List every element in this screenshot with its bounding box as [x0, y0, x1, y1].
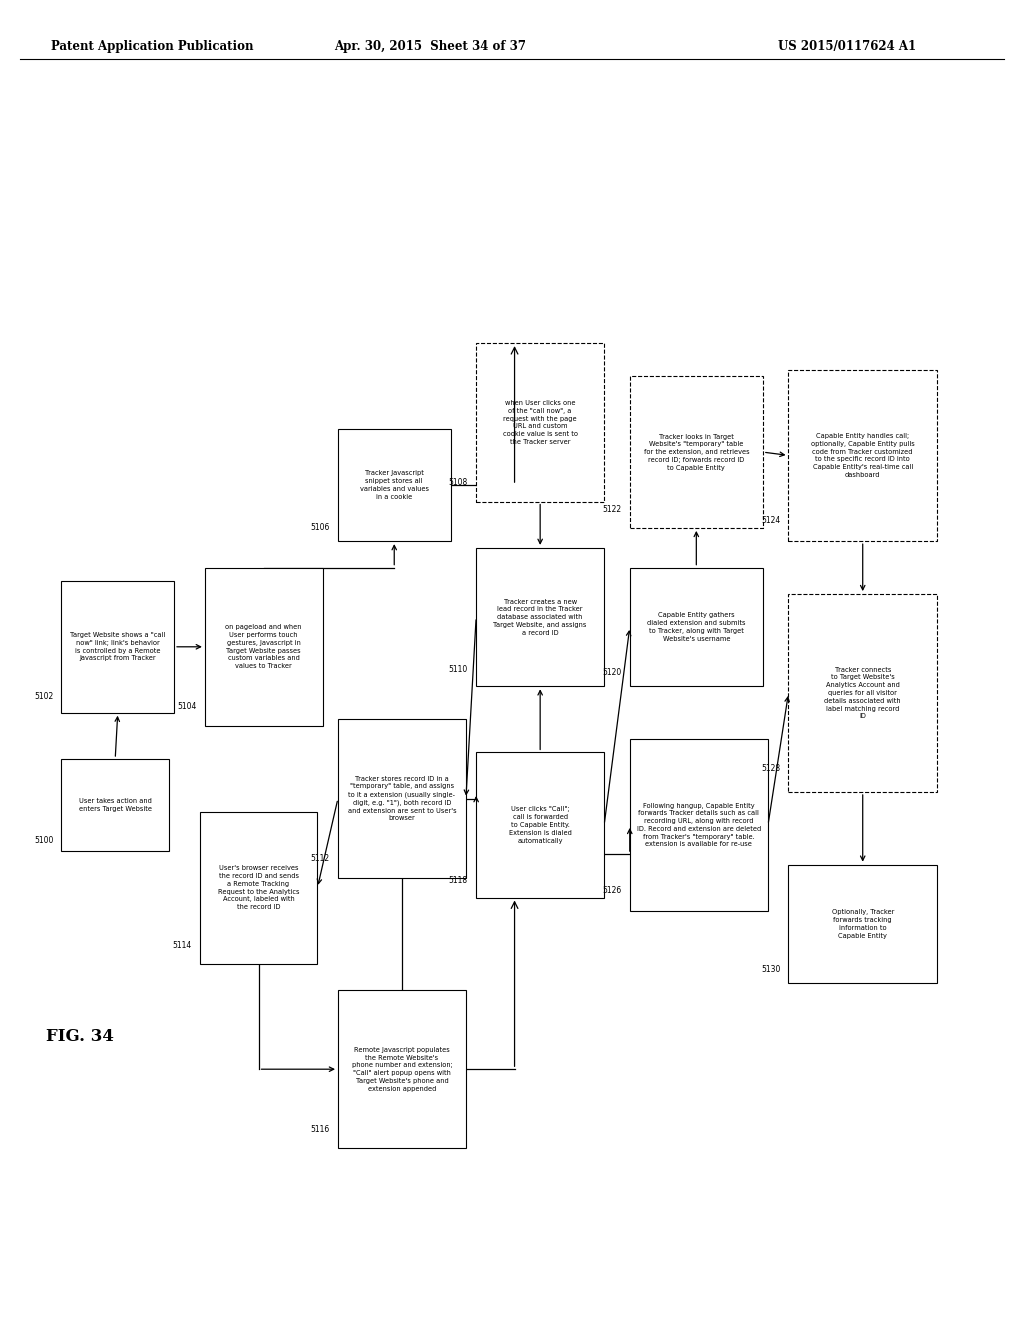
FancyBboxPatch shape [61, 581, 174, 713]
Text: Tracker stores record ID in a
"temporary" table, and assigns
to it a extension (: Tracker stores record ID in a "temporary… [347, 776, 457, 821]
Text: on pageload and when
User performs touch
gestures, Javascript in
Target Website : on pageload and when User performs touch… [225, 624, 302, 669]
Text: 5124: 5124 [761, 516, 780, 525]
Text: Optionally, Tracker
forwards tracking
information to
Capable Entity: Optionally, Tracker forwards tracking in… [831, 909, 894, 939]
FancyBboxPatch shape [205, 568, 323, 726]
Text: 5112: 5112 [310, 854, 330, 863]
FancyBboxPatch shape [788, 594, 937, 792]
FancyBboxPatch shape [476, 343, 604, 502]
FancyBboxPatch shape [476, 752, 604, 898]
FancyBboxPatch shape [200, 812, 317, 964]
Text: 5106: 5106 [310, 523, 330, 532]
Text: Apr. 30, 2015  Sheet 34 of 37: Apr. 30, 2015 Sheet 34 of 37 [334, 40, 526, 53]
Text: Following hangup, Capable Entity
forwards Tracker details such as call
recording: Following hangup, Capable Entity forward… [637, 803, 761, 847]
FancyBboxPatch shape [61, 759, 169, 851]
Text: Remote Javascript populates
the Remote Website's
phone number and extension;
"Ca: Remote Javascript populates the Remote W… [351, 1047, 453, 1092]
FancyBboxPatch shape [630, 739, 768, 911]
Text: Capable Entity handles call;
optionally, Capable Entity pulls
code from Tracker : Capable Entity handles call; optionally,… [811, 433, 914, 478]
Text: 5108: 5108 [449, 478, 468, 487]
Text: 5104: 5104 [177, 702, 197, 711]
Text: Tracker Javascript
snippet stores all
variables and values
in a cookie: Tracker Javascript snippet stores all va… [359, 470, 429, 500]
Text: 5130: 5130 [761, 965, 780, 974]
Text: Tracker looks in Target
Website's "temporary" table
for the extension, and retri: Tracker looks in Target Website's "tempo… [643, 433, 750, 471]
Text: 5120: 5120 [602, 668, 622, 677]
Text: 5118: 5118 [449, 875, 468, 884]
FancyBboxPatch shape [630, 568, 763, 686]
Text: 5128: 5128 [761, 764, 780, 772]
FancyBboxPatch shape [338, 429, 451, 541]
FancyBboxPatch shape [788, 865, 937, 983]
Text: FIG. 34: FIG. 34 [46, 1028, 114, 1044]
Text: User takes action and
enters Target Website: User takes action and enters Target Webs… [79, 799, 152, 812]
FancyBboxPatch shape [630, 376, 763, 528]
FancyBboxPatch shape [788, 370, 937, 541]
FancyBboxPatch shape [338, 719, 466, 878]
Text: 5100: 5100 [34, 836, 53, 845]
Text: Tracker connects
to Target Website's
Analytics Account and
queries for all visit: Tracker connects to Target Website's Ana… [824, 667, 901, 719]
FancyBboxPatch shape [338, 990, 466, 1148]
FancyBboxPatch shape [476, 548, 604, 686]
Text: User's browser receives
the record ID and sends
a Remote Tracking
Request to the: User's browser receives the record ID an… [218, 866, 299, 909]
Text: Target Website shows a "call
now" link; link's behavior
is controlled by a Remot: Target Website shows a "call now" link; … [70, 632, 166, 661]
Text: US 2015/0117624 A1: US 2015/0117624 A1 [778, 40, 916, 53]
Text: 5126: 5126 [602, 886, 622, 895]
Text: Capable Entity gathers
dialed extension and submits
to Tracker, along with Targe: Capable Entity gathers dialed extension … [647, 612, 745, 642]
Text: Patent Application Publication: Patent Application Publication [51, 40, 254, 53]
Text: 5114: 5114 [172, 941, 191, 950]
Text: User clicks "Call";
call is forwarded
to Capable Entity.
Extension is dialed
aut: User clicks "Call"; call is forwarded to… [509, 807, 571, 843]
Text: Tracker creates a new
lead record in the Tracker
database associated with
Target: Tracker creates a new lead record in the… [494, 598, 587, 636]
Text: 5102: 5102 [34, 693, 53, 701]
Text: 5122: 5122 [602, 506, 622, 515]
Text: 5116: 5116 [310, 1125, 330, 1134]
Text: 5110: 5110 [449, 665, 468, 675]
Text: when User clicks one
of the "call now", a
request with the page
URL and custom
c: when User clicks one of the "call now", … [503, 400, 578, 445]
